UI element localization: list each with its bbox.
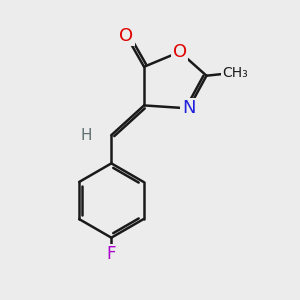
Text: O: O <box>173 43 187 61</box>
Text: N: N <box>182 99 195 117</box>
Text: O: O <box>119 27 133 45</box>
Text: CH₃: CH₃ <box>222 66 247 80</box>
Text: H: H <box>80 128 92 142</box>
Text: F: F <box>106 245 116 263</box>
